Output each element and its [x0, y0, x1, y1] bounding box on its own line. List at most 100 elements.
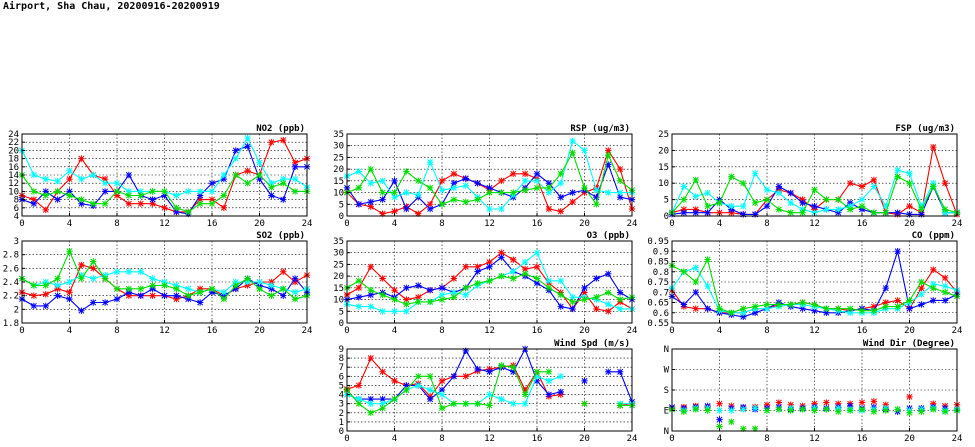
data-point	[605, 368, 612, 375]
data-point	[426, 201, 434, 208]
data-point	[367, 395, 374, 403]
data-point	[161, 282, 168, 289]
data-point	[740, 406, 747, 413]
data-point	[438, 284, 446, 292]
data-point	[486, 263, 493, 270]
data-point	[137, 292, 144, 299]
data-point	[569, 149, 576, 156]
data-point	[930, 284, 937, 292]
data-point	[716, 196, 723, 203]
x-tick-label: 20	[904, 326, 915, 336]
data-point	[42, 192, 49, 199]
data-point	[415, 294, 422, 301]
y-tick-label: 5	[339, 200, 344, 210]
data-point	[196, 299, 204, 306]
data-point	[680, 196, 688, 203]
data-point	[355, 395, 363, 403]
data-point	[220, 289, 228, 296]
data-point	[426, 287, 434, 294]
data-point	[185, 188, 192, 195]
data-point	[256, 175, 263, 183]
data-point	[280, 136, 287, 144]
data-point	[704, 282, 711, 290]
x-tick-label: 0	[669, 434, 674, 444]
data-point	[113, 285, 121, 293]
data-point	[78, 307, 85, 314]
data-point	[498, 189, 505, 196]
data-point	[30, 171, 38, 179]
data-point	[605, 308, 612, 315]
data-point	[894, 303, 901, 310]
data-point	[42, 206, 49, 214]
data-point	[835, 400, 842, 407]
x-tick-label: 12	[484, 326, 495, 336]
y-tick-label: 3	[14, 237, 19, 247]
y-tick-label: 20	[8, 146, 19, 156]
data-point	[185, 295, 192, 303]
data-point	[751, 309, 759, 316]
data-point	[811, 407, 818, 414]
x-tick-label: 4	[392, 219, 397, 229]
data-point	[367, 198, 374, 206]
series-0	[343, 249, 636, 315]
series-line	[21, 249, 308, 300]
y-tick-label: 20	[333, 165, 344, 175]
data-point	[256, 278, 263, 286]
data-point	[569, 198, 576, 206]
data-point	[54, 177, 61, 185]
data-point	[486, 205, 493, 213]
data-point	[66, 192, 73, 199]
data-point	[751, 199, 759, 207]
data-point	[391, 177, 398, 185]
y-tick-label: 0.6	[653, 309, 669, 319]
data-point	[474, 196, 481, 203]
data-point	[173, 285, 180, 293]
series-3	[18, 171, 311, 216]
y-tick-label: 0.65	[647, 299, 669, 309]
data-point	[462, 284, 469, 292]
data-point	[173, 295, 180, 303]
data-point	[367, 354, 374, 362]
data-point	[775, 206, 783, 213]
data-point	[930, 280, 937, 288]
y-tick-label: N	[664, 345, 669, 355]
data-point	[450, 170, 458, 178]
data-point	[486, 277, 493, 285]
data-point	[232, 282, 239, 289]
data-point	[799, 406, 806, 413]
series-3	[668, 256, 961, 316]
data-point	[426, 395, 434, 403]
data-point	[355, 400, 363, 407]
data-point	[173, 208, 180, 216]
data-point	[280, 175, 287, 183]
data-point	[533, 377, 541, 385]
data-point	[775, 399, 783, 406]
data-point	[533, 373, 541, 380]
data-point	[906, 393, 913, 401]
y-tick-label: 15	[333, 284, 344, 294]
data-point	[545, 391, 553, 398]
data-point	[751, 425, 759, 432]
data-point	[391, 208, 398, 215]
data-point	[391, 189, 398, 196]
y-tick-label: 0.85	[647, 258, 669, 268]
data-point	[415, 373, 422, 380]
data-point	[823, 196, 830, 203]
data-point	[716, 407, 723, 414]
data-point	[391, 308, 398, 315]
y-tick-label: 4	[14, 212, 19, 222]
data-point	[846, 206, 854, 213]
data-point	[894, 248, 901, 255]
data-point	[581, 296, 588, 303]
data-point	[692, 406, 699, 413]
data-point	[30, 196, 38, 203]
data-point	[728, 407, 735, 414]
data-point	[716, 416, 723, 423]
data-point	[161, 192, 168, 199]
data-point	[291, 295, 299, 303]
panel-title: RSP (ug/m3)	[570, 124, 630, 134]
data-point	[799, 299, 806, 306]
data-point	[811, 307, 818, 314]
data-point	[521, 265, 529, 273]
